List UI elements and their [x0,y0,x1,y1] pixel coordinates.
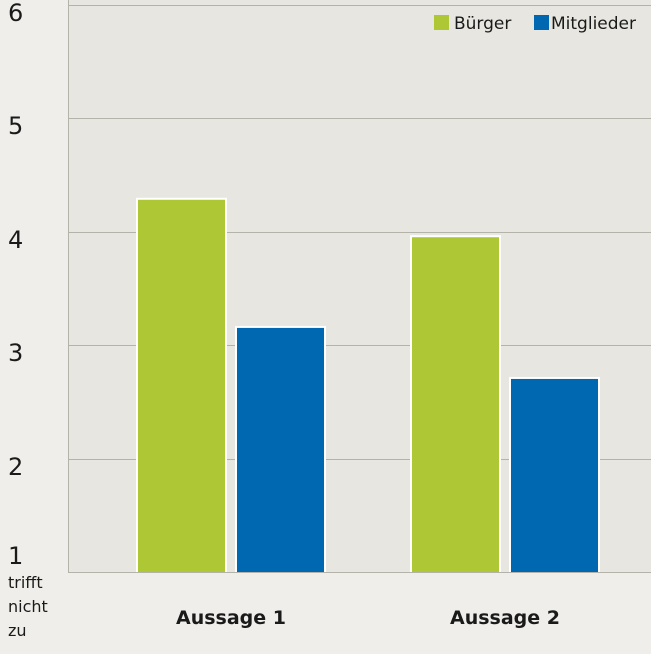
y-min-label-line: trifft [8,573,43,592]
bar-buerger-2[interactable] [412,237,499,572]
y-tick-label-6: 6 [8,0,23,27]
bar-mitglieder-2[interactable] [511,378,598,572]
x-axis-category-labels: Aussage 1 Aussage 2 [176,607,560,629]
y-tick-label-3: 3 [8,339,23,367]
x-category-label: Aussage 1 [176,607,286,629]
legend-swatch-mitglieder [534,15,549,30]
y-tick-label-4: 4 [8,226,23,254]
bar-mitglieder-1[interactable] [237,327,324,572]
y-tick-label-2: 2 [8,453,23,481]
x-category-label: Aussage 2 [450,607,560,629]
y-tick-label-5: 5 [8,112,23,140]
y-min-label-line: nicht [8,597,48,616]
y-min-annotation: trifft nicht zu [8,573,48,640]
legend-label-buerger: Bürger [454,14,511,34]
y-min-label-line: zu [8,621,27,640]
legend-swatch-buerger [434,15,449,30]
bars [136,197,600,572]
bar-buerger-1[interactable] [138,199,225,572]
legend-label-mitglieder: Mitglieder [551,14,636,34]
legend[interactable]: Bürger Mitglieder [434,14,636,34]
y-axis-tick-labels: 1 2 3 4 5 6 [8,0,23,570]
y-tick-label-1: 1 [8,542,23,570]
